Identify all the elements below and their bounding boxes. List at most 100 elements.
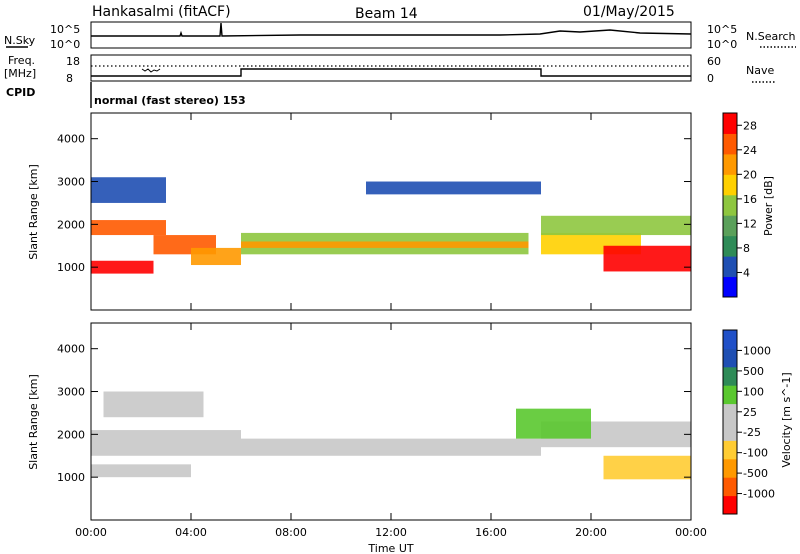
colorbar-swatch [723,422,737,441]
nsky-tick-bottom: 10^0 [50,38,80,51]
time-axis-ticks: 00:00 04:00 08:00 12:00 16:00 20:00 00:00 [75,113,707,539]
cpid-label: CPID [6,86,35,99]
velocity-band-4 [103,391,204,418]
date-title: 01/May/2015 [583,4,675,20]
colorbar-tick--100: -100 [743,447,768,460]
freq-label-1: Freq. [8,54,35,67]
freq-label-2: [MHz] [4,67,36,80]
colorbar-tick--25: -25 [743,426,761,439]
power-band-10 [603,245,691,272]
x-tick-0: 00:00 [75,526,107,539]
power-colorbar-label: Power [dB] [762,176,775,236]
power-band-7 [366,181,541,195]
colorbar-tick-24: 24 [743,144,757,157]
colorbar-tick-12: 12 [743,217,757,230]
colorbar-swatch [723,235,737,257]
power-y-ticks: 1000 2000 3000 4000 [57,133,691,274]
colorbar-tick-16: 16 [743,193,757,206]
power-band-9 [541,215,691,236]
nsky-panel: N.Sky 10^5 10^0 10^5 10^0 N.Search [4,21,796,51]
time-axis-label: Time UT [367,542,413,554]
colorbar-swatch [723,113,737,134]
x-tick-1: 04:00 [175,526,207,539]
colorbar-swatch [723,366,737,386]
velocity-colorbar: 1000 500 100 25 -25 -100 -500 -1000 [722,329,775,515]
nsky-label: N.Sky [4,34,36,47]
power-band-4 [91,177,166,203]
power-band-1 [91,220,166,236]
colorbar-tick-25: 25 [743,406,757,419]
freq-tick-top: 18 [66,55,80,68]
power-y-tick-2000: 2000 [57,218,85,231]
nave-label: Nave [746,64,774,77]
power-band-6 [241,241,529,248]
x-tick-3: 12:00 [375,526,407,539]
velocity-colorbar-label: Velocity [m s^-1] [780,372,793,467]
x-tick-4: 16:00 [475,526,507,539]
nsearch-label: N.Search [746,30,796,43]
nsearch-tick-top: 10^5 [707,23,737,36]
x-tick-6: 00:00 [675,526,707,539]
nsky-trace [91,22,692,37]
colorbar-tick-20: 20 [743,168,757,181]
velocity-y-ticks: 1000 2000 3000 4000 [57,343,691,484]
velocity-band-1 [241,438,541,456]
power-colorbar: 4 8 12 16 20 24 28 [722,112,757,298]
velocity-heatmap [91,391,691,480]
colorbar-tick-28: 28 [743,119,757,132]
colorbar-swatch [723,330,737,349]
colorbar-swatch [723,458,737,478]
colorbar-swatch [723,385,737,405]
colorbar-swatch [723,194,737,216]
power-y-tick-4000: 4000 [57,133,85,146]
power-heatmap [91,177,691,274]
power-band-0 [91,260,154,274]
velocity-band-5 [516,408,591,439]
power-band-3 [191,247,241,266]
power-y-tick-1000: 1000 [57,261,85,274]
velocity-y-tick-1000: 1000 [57,471,85,484]
x-tick-5: 20:00 [575,526,607,539]
colorbar-swatch [723,440,737,460]
nsearch-tick-bottom: 10^0 [707,38,737,51]
nsky-tick-top: 10^5 [50,23,80,36]
colorbar-swatch [723,133,737,155]
velocity-y-tick-3000: 3000 [57,386,85,399]
beam-title: Beam 14 [355,6,418,22]
power-ylabel: Slant Range [km] [27,164,40,260]
nave-tick-top: 60 [707,55,721,68]
velocity-panel: 1000 2000 3000 4000 Slant Range [km] 1000 50… [27,322,793,521]
cpid-text: normal (fast stereo) 153 [94,94,246,107]
nave-tick-bottom: 0 [707,72,714,85]
velocity-band-6 [603,455,691,480]
colorbar-tick-8: 8 [743,242,750,255]
freq-trace [91,68,691,77]
power-y-tick-3000: 3000 [57,176,85,189]
colorbar-tick-500: 500 [743,365,764,378]
colorbar-swatch [723,477,737,497]
colorbar-tick-100: 100 [743,385,764,398]
freq-panel: Freq. [MHz] 18 8 60 0 Nave [4,54,776,85]
velocity-band-0 [91,430,241,456]
colorbar-swatch [723,153,737,175]
freq-tick-bottom: 8 [66,72,73,85]
station-title: Hankasalmi (fitACF) [92,4,231,20]
velocity-y-tick-4000: 4000 [57,343,85,356]
colorbar-tick-1000: 1000 [743,344,771,357]
velocity-band-3 [91,464,191,478]
colorbar-swatch [723,215,737,237]
velocity-y-tick-2000: 2000 [57,428,85,441]
colorbar-tick--500: -500 [743,467,768,480]
colorbar-tick-4: 4 [743,266,750,279]
power-panel: 1000 2000 3000 4000 Slant Range [km] 4 8 12 16… [27,112,775,311]
colorbar-swatch [723,348,737,368]
colorbar-tick--1000: -1000 [743,488,775,501]
colorbar-swatch [723,256,737,278]
colorbar-swatch [723,174,737,196]
colorbar-swatch [723,495,737,515]
velocity-ylabel: Slant Range [km] [27,374,40,470]
x-tick-2: 08:00 [275,526,307,539]
colorbar-swatch [723,276,737,298]
colorbar-swatch [723,403,737,423]
